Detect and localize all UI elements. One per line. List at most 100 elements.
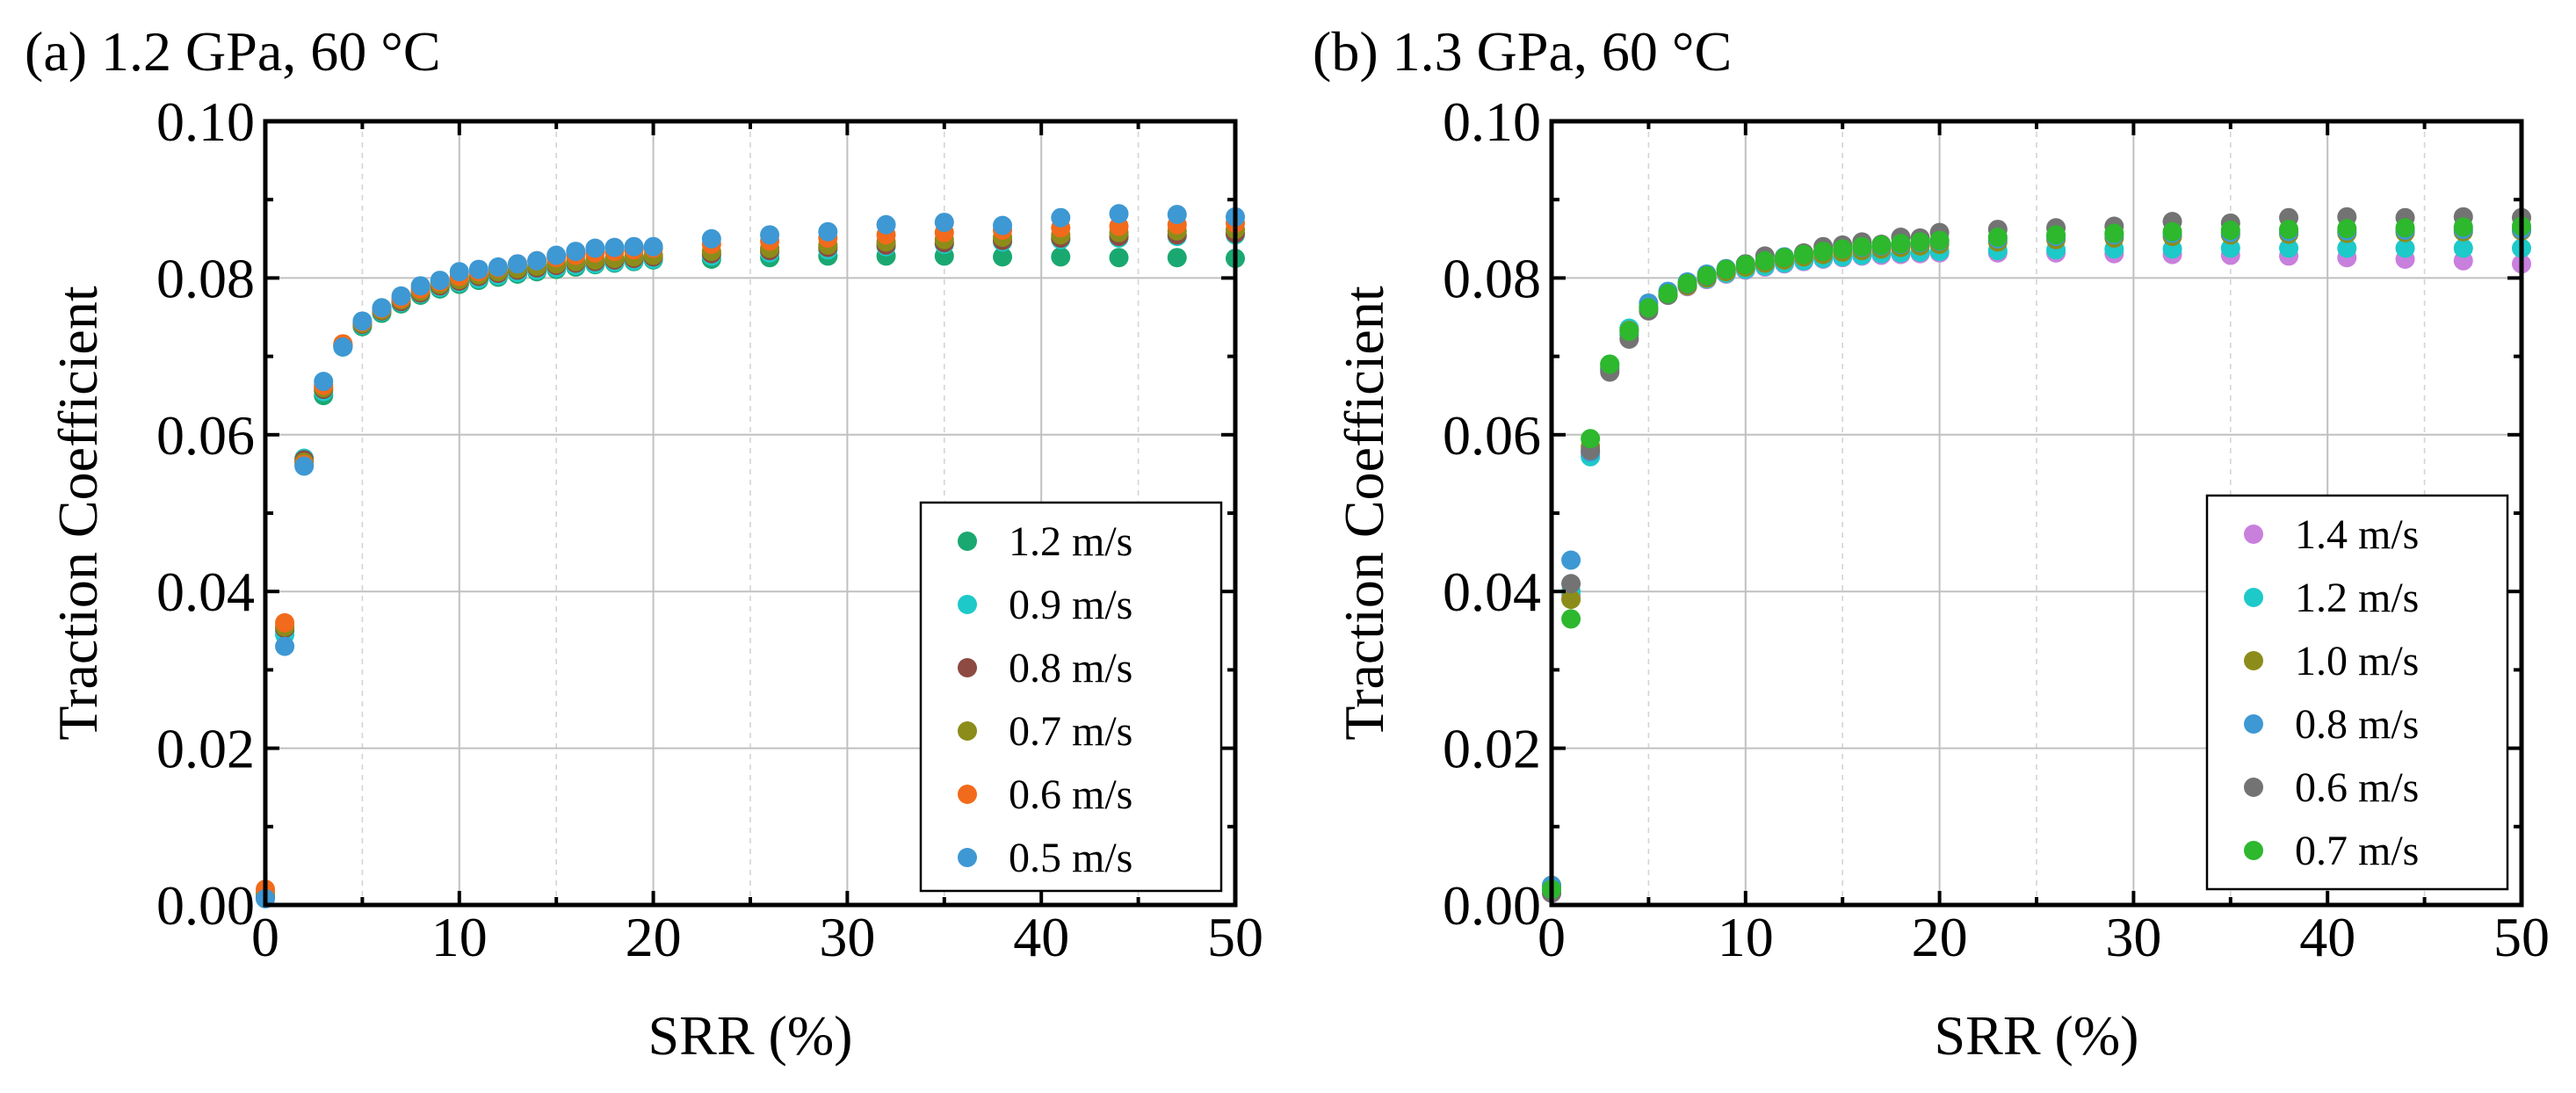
legend-marker	[958, 721, 977, 741]
legend-marker	[958, 785, 977, 804]
series-0-7-m-s	[1542, 216, 2531, 900]
data-point	[410, 276, 431, 296]
data-point	[1852, 236, 1872, 257]
panel-a-points	[256, 204, 1245, 908]
data-point	[508, 254, 528, 274]
data-point	[2395, 238, 2415, 258]
legend-label: 0.7 m/s	[2295, 828, 2419, 874]
data-point	[372, 298, 392, 318]
data-point	[1697, 265, 1717, 286]
legend-marker	[2244, 651, 2263, 670]
legend-marker	[958, 595, 977, 614]
legend-label: 0.7 m/s	[1009, 708, 1132, 755]
data-point	[2453, 238, 2473, 258]
x-tick-label: 0	[251, 906, 279, 968]
data-point	[2395, 218, 2415, 238]
panel-a-x-axis-title: SRR (%)	[648, 1004, 853, 1067]
panel-b-title: (b) 1.3 GPa, 60 °C	[1313, 20, 1732, 83]
data-point	[333, 337, 353, 357]
data-point	[2162, 221, 2182, 242]
data-point	[1167, 205, 1187, 225]
data-point	[1891, 234, 1911, 254]
data-point	[1639, 298, 1659, 318]
data-point	[934, 213, 954, 233]
panel-a-legend-box	[919, 501, 1223, 893]
x-tick-label: 20	[1912, 906, 1968, 968]
data-point	[760, 225, 780, 245]
data-point	[1051, 207, 1071, 228]
y-tick-label: 0.06	[156, 404, 255, 467]
data-point	[993, 247, 1013, 267]
data-point	[1581, 429, 1601, 449]
data-point	[1929, 230, 1950, 250]
legend-marker	[2244, 588, 2263, 607]
data-point	[585, 238, 605, 258]
panel-b-legend-box	[2205, 494, 2509, 891]
series-0-5-m-s	[256, 204, 1245, 908]
data-point	[1677, 273, 1697, 293]
data-point	[1167, 248, 1187, 268]
data-point	[468, 259, 488, 279]
data-point	[488, 257, 508, 277]
data-point	[1833, 239, 1853, 259]
legend-label: 1.2 m/s	[1009, 518, 1132, 565]
data-point	[643, 236, 663, 257]
legend-label: 1.0 m/s	[2295, 638, 2419, 684]
panel-b: (b) 1.3 GPa, 60 °C 0 10 20 30 40 50 0.000.020…	[1313, 20, 2550, 1067]
data-point	[1109, 248, 1129, 268]
data-point	[275, 636, 295, 656]
data-point	[2337, 238, 2357, 258]
data-point	[2279, 220, 2299, 240]
data-point	[527, 250, 547, 271]
panel-b-points	[1542, 206, 2531, 903]
y-tick-label: 0.00	[156, 874, 255, 937]
data-point	[1735, 255, 1755, 275]
data-point	[1051, 247, 1071, 267]
x-tick-label: 30	[2105, 906, 2161, 968]
data-point	[1871, 235, 1892, 255]
data-point	[1561, 609, 1581, 629]
data-point	[604, 237, 625, 257]
data-point	[314, 372, 334, 392]
panel-b-legend: 1.4 m/s 1.2 m/s 1.0 m/s 0.8 m/s 0.6 m/s 0.7 m…	[2205, 494, 2509, 891]
data-point	[2453, 217, 2473, 237]
data-point	[818, 221, 838, 242]
x-tick-label: 20	[626, 906, 682, 968]
panel-b-y-axis-title: Traction Coefficient	[1333, 286, 1395, 740]
data-point	[876, 214, 896, 235]
data-point	[624, 236, 644, 257]
data-point	[391, 286, 411, 306]
y-tick-label: 0.02	[1443, 718, 1541, 780]
panel-a-ticks	[264, 119, 1237, 907]
x-tick-label: 0	[1538, 906, 1566, 968]
data-point	[566, 242, 586, 262]
legend-marker	[2244, 841, 2263, 860]
legend-marker	[958, 848, 977, 867]
legend-label: 0.8 m/s	[1009, 645, 1132, 691]
data-point	[701, 228, 721, 249]
data-point	[449, 262, 469, 282]
legend-label: 0.6 m/s	[2295, 764, 2419, 811]
panel-a-x-tick-labels: 0 10 20 30 40 50	[251, 906, 1263, 968]
data-point	[2220, 238, 2240, 258]
data-point	[1794, 244, 1814, 264]
data-point	[294, 456, 315, 476]
data-point	[2046, 225, 2066, 245]
data-point	[1774, 248, 1794, 268]
legend-label: 1.2 m/s	[2295, 575, 2419, 621]
data-point	[1716, 259, 1736, 279]
y-tick-label: 0.10	[1443, 90, 1541, 153]
data-point	[1910, 232, 1930, 252]
panel-b-x-axis-title: SRR (%)	[1935, 1004, 2139, 1067]
legend-marker	[2244, 525, 2263, 544]
legend-label: 1.4 m/s	[2295, 511, 2419, 558]
legend-marker	[2244, 778, 2263, 797]
y-tick-label: 0.08	[156, 247, 255, 309]
data-point	[1987, 228, 2008, 248]
y-tick-label: 0.02	[156, 718, 255, 780]
y-tick-label: 0.08	[1443, 247, 1541, 309]
data-point	[2279, 238, 2299, 258]
data-point	[2104, 223, 2124, 243]
x-tick-label: 50	[1207, 906, 1263, 968]
